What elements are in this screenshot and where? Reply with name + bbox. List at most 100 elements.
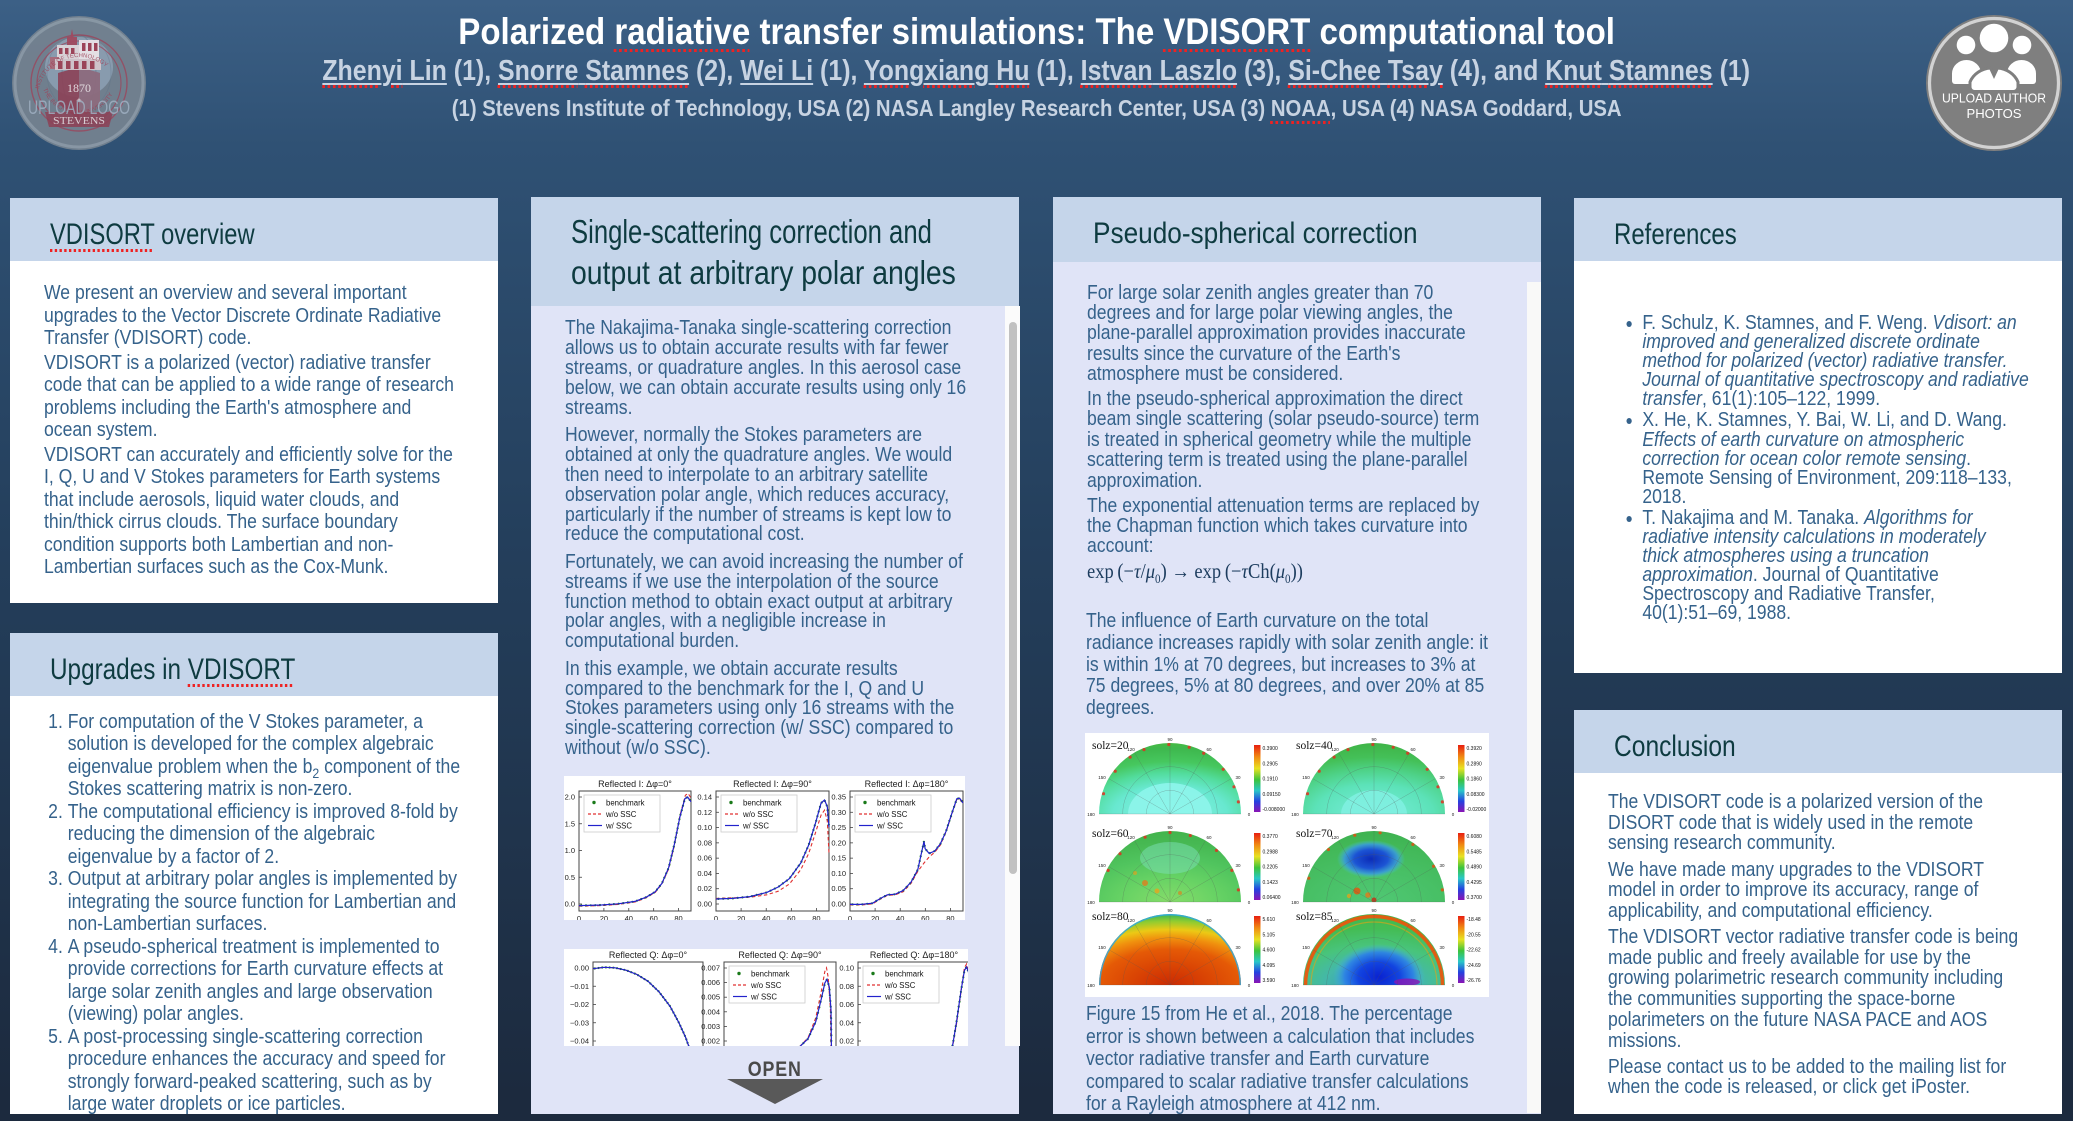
svg-text:30: 30 [1235,945,1241,950]
svg-text:benchmark: benchmark [751,969,790,978]
svg-text:0.1860: 0.1860 [1467,777,1483,783]
svg-text:Reflected Q: Δφ=180°: Reflected Q: Δφ=180° [870,950,959,960]
svg-text:120: 120 [1127,918,1135,923]
svg-text:-20.55: -20.55 [1467,932,1481,938]
svg-text:w/ SSC: w/ SSC [742,821,769,830]
svg-text:solz=80: solz=80 [1092,911,1129,923]
svg-text:0: 0 [1452,900,1455,905]
svg-text:benchmark: benchmark [885,969,924,978]
svg-text:solz=40: solz=40 [1296,740,1333,752]
svg-text:0.00: 0.00 [831,900,846,909]
svg-text:STEVENS: STEVENS [53,115,105,127]
svg-text:120: 120 [1331,747,1339,752]
svg-text:0.4295: 0.4295 [1467,880,1483,886]
svg-text:5.610: 5.610 [1263,917,1276,923]
svg-text:0.06400: 0.06400 [1263,895,1281,901]
svg-text:−0.02: −0.02 [570,1000,589,1009]
svg-text:2.0: 2.0 [565,793,575,802]
svg-text:0.3920: 0.3920 [1467,746,1483,752]
svg-text:-24.69: -24.69 [1467,963,1481,969]
svg-text:w/ SSC: w/ SSC [876,821,903,830]
svg-text:150: 150 [1098,945,1106,950]
svg-text:0.007: 0.007 [701,964,720,973]
svg-text:80: 80 [674,914,682,920]
svg-text:60: 60 [1410,747,1416,752]
svg-text:w/ SSC: w/ SSC [884,992,911,1001]
svg-text:30: 30 [1439,945,1445,950]
svg-text:60: 60 [1410,835,1416,840]
svg-text:0.00: 0.00 [697,900,712,909]
svg-text:60: 60 [787,914,795,920]
svg-text:80: 80 [946,914,954,920]
svg-text:1.5: 1.5 [565,819,575,828]
svg-text:120: 120 [1127,835,1135,840]
svg-text:Reflected Q: Δφ=90°: Reflected Q: Δφ=90° [738,950,822,960]
svg-text:✦: ✦ [76,96,83,105]
svg-text:90: 90 [1167,908,1173,913]
svg-text:-0.02000: -0.02000 [1467,807,1487,813]
svg-text:0.02: 0.02 [697,884,712,893]
svg-text:0.3900: 0.3900 [1263,746,1279,752]
svg-text:40: 40 [762,914,770,920]
svg-text:0: 0 [1248,900,1251,905]
svg-text:40: 40 [896,914,904,920]
svg-text:0.30: 0.30 [831,808,846,817]
svg-text:0.2890: 0.2890 [1467,761,1483,767]
svg-text:0.2905: 0.2905 [1263,761,1279,767]
svg-text:30: 30 [1235,863,1241,868]
svg-text:30: 30 [1439,775,1445,780]
svg-text:solz=70: solz=70 [1296,828,1333,840]
svg-text:60: 60 [1206,835,1212,840]
svg-text:0.20: 0.20 [831,838,846,847]
svg-text:120: 120 [1331,835,1339,840]
svg-text:solz=60: solz=60 [1092,828,1129,840]
svg-text:benchmark: benchmark [877,798,916,807]
svg-text:180: 180 [1087,812,1095,817]
svg-text:5.105: 5.105 [1263,932,1276,938]
svg-text:solz=85: solz=85 [1296,911,1333,923]
svg-text:40: 40 [625,914,633,920]
svg-text:120: 120 [1331,918,1339,923]
svg-text:150: 150 [1302,863,1310,868]
svg-text:0: 0 [1248,983,1251,988]
svg-text:0.14: 0.14 [697,793,712,802]
svg-text:0.10: 0.10 [839,964,854,973]
svg-text:150: 150 [1098,863,1106,868]
svg-text:0.002: 0.002 [701,1037,720,1046]
svg-text:0.25: 0.25 [831,823,846,832]
svg-text:0: 0 [1248,812,1251,817]
svg-text:4.095: 4.095 [1263,963,1276,969]
svg-text:0.15: 0.15 [831,854,846,863]
svg-text:Reflected I: Δφ=0°: Reflected I: Δφ=0° [598,779,672,789]
svg-text:90: 90 [1167,737,1173,742]
svg-text:120: 120 [1127,747,1135,752]
svg-text:0.02: 0.02 [839,1037,854,1046]
svg-text:0.10: 0.10 [831,869,846,878]
svg-text:90: 90 [1167,825,1173,830]
svg-text:0.3770: 0.3770 [1263,834,1279,840]
svg-text:0.09150: 0.09150 [1263,792,1281,798]
svg-text:w/o SSC: w/o SSC [750,981,782,990]
svg-text:UPLOAD LOGO: UPLOAD LOGO [28,98,130,119]
svg-text:0.0: 0.0 [565,900,575,909]
svg-text:80: 80 [812,914,820,920]
svg-text:-0.008000: -0.008000 [1263,807,1286,813]
svg-text:0.10: 0.10 [697,823,712,832]
svg-text:Reflected Q: Δφ=0°: Reflected Q: Δφ=0° [609,950,688,960]
svg-text:180: 180 [1291,812,1299,817]
svg-text:0.6080: 0.6080 [1467,834,1483,840]
svg-text:0.35: 0.35 [831,793,846,802]
svg-text:0.05: 0.05 [831,884,846,893]
svg-text:20: 20 [737,914,745,920]
svg-text:0.005: 0.005 [701,993,720,1002]
svg-text:0.04: 0.04 [697,869,712,878]
svg-text:w/ SSC: w/ SSC [605,821,632,830]
svg-text:60: 60 [649,914,657,920]
svg-text:0: 0 [1452,812,1455,817]
svg-text:30: 30 [1235,775,1241,780]
svg-text:benchmark: benchmark [606,798,645,807]
svg-text:0.1423: 0.1423 [1263,880,1279,886]
svg-text:90: 90 [1371,908,1377,913]
svg-text:0.06: 0.06 [697,854,712,863]
svg-text:0.003: 0.003 [701,1022,720,1031]
